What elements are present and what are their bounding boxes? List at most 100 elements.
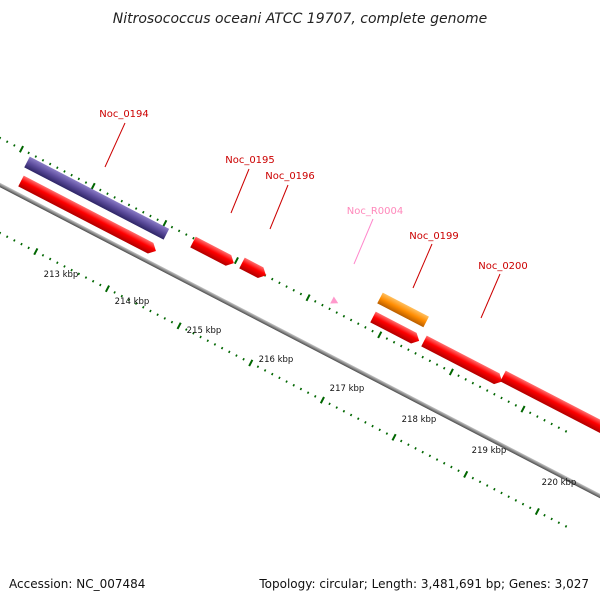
major-tick [162,219,168,227]
minor-tick [442,461,446,465]
minor-tick [471,381,475,385]
inner-tick-ring [0,231,568,528]
gene-block-noc-0194[interactable] [24,156,170,240]
minor-tick [392,340,396,344]
minor-tick [278,376,281,380]
minor-tick [13,144,16,147]
minor-tick [306,391,310,395]
label-noc-r0004: Noc_R0004 [347,206,404,217]
minor-tick [414,352,417,355]
cds-arrow-noc-0194[interactable] [18,175,158,257]
major-tick [448,368,454,376]
tick-label: 220 kbp [542,478,577,488]
tick-label: 213 kbp [44,270,79,280]
minor-tick [235,354,238,357]
minor-tick [285,285,288,288]
minor-tick [134,302,138,305]
minor-tick [407,348,410,352]
minor-tick [242,357,245,361]
minor-tick [228,350,231,354]
label-noc-0200: Noc_0200 [478,261,528,272]
minor-tick [41,253,45,257]
rna-gene-block-noc-0199[interactable] [377,292,429,328]
minor-tick [335,406,338,409]
outer-tick-ring [0,136,568,433]
cds-arrow-noc-0200[interactable] [500,370,600,440]
minor-tick [185,328,188,331]
minor-tick [471,476,475,480]
minor-tick [56,261,59,265]
minor-tick [213,343,217,346]
leader-noc-0195 [230,168,250,214]
minor-tick [321,303,324,307]
major-tick [233,256,239,265]
minor-tick [127,203,131,207]
minor-tick [528,411,532,415]
minor-tick [514,404,518,407]
label-noc-0195: Noc_0195 [225,155,275,166]
minor-tick [428,454,432,458]
major-tick [520,405,526,413]
cds-arrow-noc-0198[interactable] [370,311,422,347]
minor-tick [41,158,45,162]
minor-tick [364,326,367,329]
minor-tick [278,281,281,285]
minor-tick [536,415,539,418]
minor-tick [106,192,109,196]
genome-backbone [0,178,600,514]
leader-noc-r0004 [353,218,374,265]
minor-tick [263,369,267,372]
leader-noc-0199 [412,243,433,289]
minor-tick [342,409,346,413]
minor-tick [99,283,102,287]
map-title: Nitrosococcus oceani ATCC 19707, complet… [113,11,488,27]
minor-tick [478,385,482,389]
accession-text: Accession: NC_007484 [9,577,146,591]
minor-tick [457,374,460,378]
minor-tick [0,136,2,140]
genome-summary-text: Topology: circular; Length: 3,481,691 bp… [259,577,589,591]
minor-tick [120,199,124,203]
cds-arrow-noc-0195[interactable] [190,236,236,269]
minor-tick [385,337,389,340]
minor-tick [99,188,102,192]
minor-tick [70,173,73,177]
major-tick [319,396,325,404]
minor-tick [485,484,489,487]
major-tick [18,145,24,153]
ncrna-arrow-noc-r0004[interactable] [330,296,340,306]
cds-arrow-noc-0199[interactable] [421,335,505,387]
minor-tick [177,229,181,233]
major-tick [104,285,110,293]
minor-tick [400,344,403,348]
minor-tick [371,329,374,333]
minor-tick [478,480,482,484]
minor-tick [328,307,331,311]
minor-tick [292,288,295,292]
minor-tick [421,450,424,454]
minor-tick [550,422,553,426]
minor-tick [421,355,424,359]
minor-tick [34,155,38,158]
major-tick [176,322,182,330]
minor-tick [442,366,446,370]
major-tick [33,248,39,256]
minor-tick [199,335,202,339]
minor-tick [557,521,561,525]
minor-tick [113,291,116,294]
minor-tick [328,402,331,406]
minor-tick [514,499,518,502]
cds-arrow-noc-0196[interactable] [239,257,268,281]
minor-tick [435,363,439,366]
tick-label: 216 kbp [259,355,294,365]
minor-tick [464,378,467,381]
minor-tick [450,465,453,469]
minor-tick [364,421,367,424]
minor-tick [271,372,274,376]
minor-tick [220,346,224,350]
minor-tick [385,432,389,435]
minor-tick [314,300,317,303]
minor-tick [428,359,432,363]
minor-tick [77,272,81,276]
